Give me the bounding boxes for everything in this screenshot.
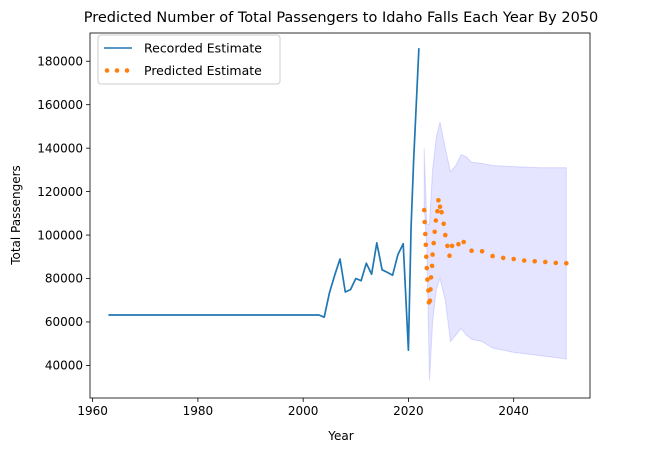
predicted-point: [432, 229, 438, 235]
predicted-point: [445, 243, 450, 249]
legend-dot: [104, 68, 110, 73]
predicted-point: [443, 232, 448, 238]
chart-title: Predicted Number of Total Passengers to …: [84, 10, 599, 26]
predicted-point: [456, 241, 461, 247]
x-axis: 1960 1980 2000 2020 2040: [77, 398, 529, 418]
predicted-point: [423, 231, 428, 237]
y-tick-label: 80000: [45, 272, 83, 286]
predicted-point: [421, 207, 427, 213]
predicted-point: [461, 239, 467, 245]
predicted-point: [437, 204, 443, 210]
predicted-point: [436, 198, 441, 203]
y-tick-label: 140000: [37, 141, 83, 155]
predicted-point: [427, 298, 433, 304]
y-tick-label: 100000: [37, 228, 83, 242]
predicted-point: [532, 259, 537, 264]
predicted-point: [431, 240, 437, 246]
predicted-point: [424, 265, 430, 271]
x-tick-label: 1960: [77, 404, 108, 418]
legend-dot: [114, 68, 120, 73]
y-tick-label: 160000: [37, 98, 83, 112]
predicted-point: [428, 287, 433, 292]
predicted-point: [424, 254, 429, 260]
predicted-point: [433, 218, 439, 223]
predicted-point: [423, 242, 429, 248]
predicted-point: [469, 248, 474, 253]
predicted-point: [500, 255, 506, 261]
x-tick-label: 2040: [498, 404, 529, 418]
legend-label-recorded: Recorded Estimate: [144, 41, 262, 56]
predicted-point: [447, 253, 452, 258]
predicted-point: [429, 263, 435, 269]
x-tick-label: 1980: [183, 404, 214, 418]
predicted-point: [490, 253, 495, 259]
x-tick-label: 2020: [393, 404, 424, 418]
plot-area: [108, 48, 569, 381]
legend: Recorded Estimate Predicted Estimate: [97, 34, 281, 85]
predicted-point: [425, 277, 430, 282]
y-tick-label: 40000: [45, 359, 83, 373]
predicted-point: [564, 261, 569, 266]
legend-dot: [124, 68, 130, 73]
y-tick-label: 180000: [37, 54, 83, 68]
predicted-point: [441, 221, 447, 227]
plot-frame: [89, 32, 591, 399]
predicted-point: [430, 252, 435, 257]
y-axis-label: Total Passengers: [9, 165, 23, 266]
predicted-point: [511, 256, 516, 262]
predicted-point: [428, 275, 434, 280]
predicted-point: [553, 260, 559, 266]
legend-swatch-predicted: [104, 68, 130, 73]
legend-label-predicted: Predicted Estimate: [144, 63, 262, 78]
predicted-point: [449, 243, 455, 249]
x-axis-label: Year: [327, 429, 353, 443]
predicted-point: [479, 249, 485, 254]
series-line-recorded: [108, 48, 420, 352]
predicted-point: [543, 259, 548, 265]
predicted-point: [521, 258, 527, 263]
predicted-point: [439, 209, 444, 215]
confidence-band: [423, 121, 567, 381]
y-axis: 40000 60000 80000 100000 120000 140000 160000 1…: [37, 54, 90, 373]
legend-box: [97, 34, 281, 85]
predicted-point: [422, 219, 428, 225]
y-tick-label: 120000: [37, 185, 83, 199]
x-tick-label: 2000: [288, 404, 319, 418]
y-tick-label: 60000: [45, 315, 83, 329]
predicted-point: [435, 208, 440, 214]
